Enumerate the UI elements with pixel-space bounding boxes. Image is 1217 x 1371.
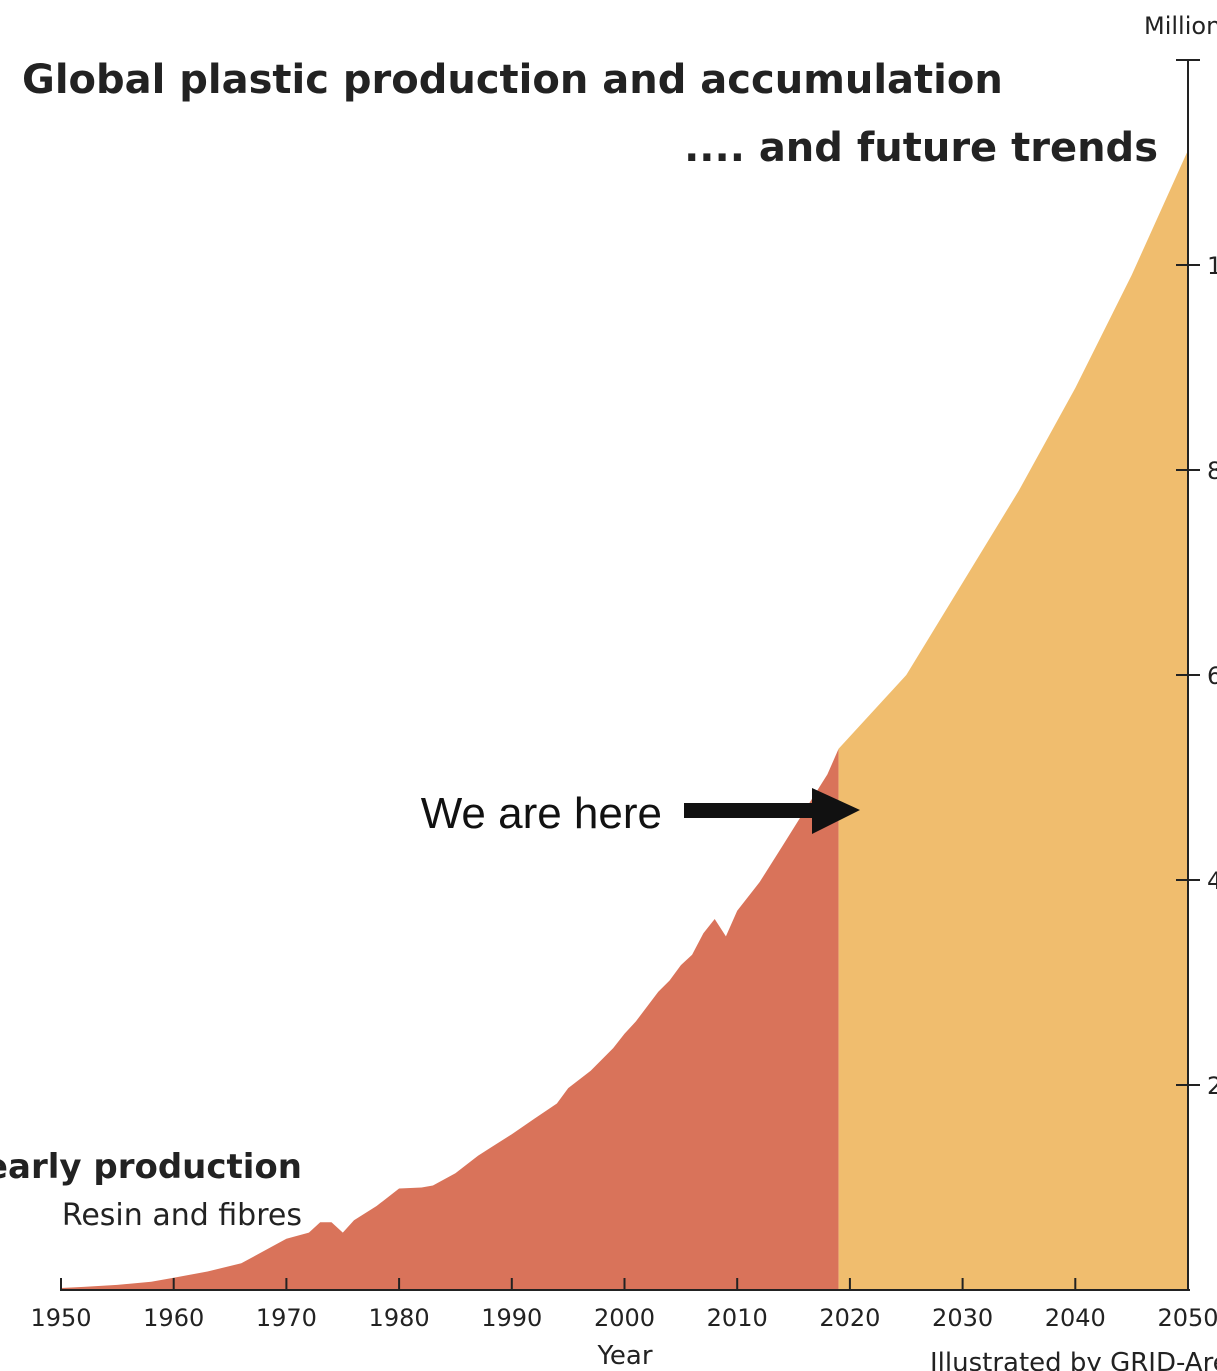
annotation-arrow-shaft bbox=[684, 803, 816, 818]
series-label-yearly-production: Yearly production bbox=[0, 1147, 302, 1187]
x-tick-label-1960: 1960 bbox=[143, 1304, 204, 1332]
series-sublabel-resin-fibres: Resin and fibres bbox=[62, 1198, 302, 1233]
x-tick-label-2010: 2010 bbox=[707, 1304, 768, 1332]
annotation-we-are-here: We are here bbox=[421, 789, 662, 838]
series-area-1 bbox=[838, 150, 1188, 1291]
area-layer bbox=[61, 150, 1188, 1291]
x-tick-label-1980: 1980 bbox=[369, 1304, 430, 1332]
x-axis-label: Year bbox=[596, 1341, 652, 1371]
x-tick-layer: 1950 1960 1970 1980 1990 2000 2010 2020 2030 2040… bbox=[30, 1278, 1217, 1332]
y-axis-unit-label: Million bbox=[1144, 12, 1217, 40]
annotation-arrow-head bbox=[812, 788, 860, 834]
x-tick-label-2030: 2030 bbox=[932, 1304, 993, 1332]
x-tick-label-1970: 1970 bbox=[256, 1304, 317, 1332]
y-tick-layer: 2 4 6 8 1 bbox=[1176, 252, 1217, 1100]
x-tick-label-1950: 1950 bbox=[30, 1304, 91, 1332]
x-tick-label-2050: 2050 bbox=[1157, 1304, 1217, 1332]
y-tick-label-1000: 1 bbox=[1207, 252, 1217, 280]
footer-credit: Illustrated by GRID-Arend bbox=[930, 1348, 1217, 1371]
y-tick-label-800: 8 bbox=[1207, 457, 1217, 485]
chart-subtitle: .... and future trends bbox=[684, 125, 1158, 171]
y-tick-label-400: 4 bbox=[1207, 867, 1217, 895]
y-tick-label-200: 2 bbox=[1207, 1072, 1217, 1100]
x-tick-label-2040: 2040 bbox=[1045, 1304, 1106, 1332]
series-area-0 bbox=[61, 748, 839, 1290]
y-tick-label-600: 6 bbox=[1207, 662, 1217, 690]
chart-title: Global plastic production and accumulati… bbox=[22, 57, 1003, 103]
x-tick-label-2020: 2020 bbox=[819, 1304, 880, 1332]
annotation-arrow bbox=[684, 788, 860, 834]
x-tick-label-1990: 1990 bbox=[481, 1304, 542, 1332]
x-tick-label-2000: 2000 bbox=[594, 1304, 655, 1332]
